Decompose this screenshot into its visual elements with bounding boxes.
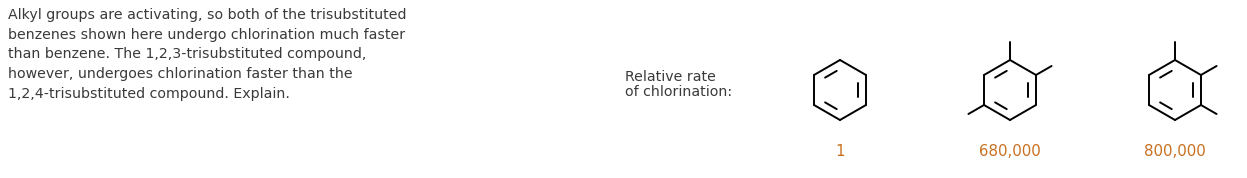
Text: 680,000: 680,000 xyxy=(979,145,1041,159)
Text: Relative rate: Relative rate xyxy=(625,70,716,84)
Text: Alkyl groups are activating, so both of the trisubstituted
benzenes shown here u: Alkyl groups are activating, so both of … xyxy=(7,8,407,101)
Text: 800,000: 800,000 xyxy=(1145,145,1206,159)
Text: of chlorination:: of chlorination: xyxy=(625,85,732,99)
Text: 1: 1 xyxy=(835,145,844,159)
